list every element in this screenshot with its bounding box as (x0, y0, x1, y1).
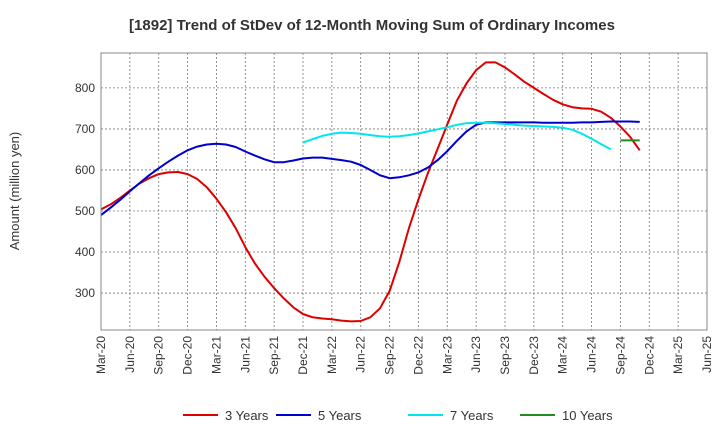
legend: 3 Years 5 Years 7 Years 10 Years (183, 408, 613, 423)
y-tick-label: 600 (75, 163, 95, 177)
y-tick-label: 500 (75, 204, 95, 218)
y-tick-label: 300 (75, 286, 95, 300)
x-tick-label: Mar-20 (94, 336, 108, 374)
x-tick-label: Sep-22 (383, 336, 397, 375)
x-tick-label: Jun-20 (123, 336, 137, 373)
grid (101, 53, 707, 330)
y-tick-label: 400 (75, 245, 95, 259)
x-tick-label: Jun-25 (700, 336, 714, 373)
x-tick-label: Sep-24 (613, 336, 627, 375)
legend-label: 10 Years (562, 408, 613, 423)
y-axis-label: Amount (million yen) (7, 132, 22, 251)
x-tick-label: Sep-21 (267, 336, 281, 375)
x-tick-label: Mar-21 (209, 336, 223, 374)
legend-label: 7 Years (450, 408, 494, 423)
y-tick-labels: 300 400 500 600 700 800 (75, 81, 95, 300)
series-lines (100, 61, 641, 323)
x-tick-label: Dec-23 (527, 336, 541, 375)
x-tick-labels: Mar-20 Jun-20 Sep-20 Dec-20 Mar-21 Jun-21 Sep-… (94, 336, 714, 375)
x-tick-label: Mar-24 (556, 336, 570, 374)
series-line-3-years (100, 61, 641, 323)
y-tick-label: 800 (75, 81, 95, 95)
series-line-5-years (100, 120, 640, 216)
x-tick-label: Jun-23 (469, 336, 483, 373)
x-tick-label: Jun-21 (238, 336, 252, 373)
x-tick-label: Sep-20 (152, 336, 166, 375)
legend-label: 5 Years (318, 408, 362, 423)
legend-label: 3 Years (225, 408, 269, 423)
x-tick-label: Dec-21 (296, 336, 310, 375)
chart-title: [1892] Trend of StDev of 12-Month Moving… (129, 17, 615, 34)
x-tick-label: Mar-25 (671, 336, 685, 374)
x-tick-label: Jun-22 (354, 336, 368, 373)
x-tick-label: Mar-22 (325, 336, 339, 374)
x-tick-label: Jun-24 (585, 336, 599, 373)
x-tick-label: Dec-24 (642, 336, 656, 375)
plot-area-border (100, 52, 708, 331)
x-tick-label: Dec-20 (181, 336, 195, 375)
y-tick-label: 700 (75, 122, 95, 136)
x-tick-label: Mar-23 (440, 336, 454, 374)
x-tick-label: Sep-23 (498, 336, 512, 375)
x-tick-label: Dec-22 (411, 336, 425, 375)
series-line-7-years (302, 121, 612, 151)
